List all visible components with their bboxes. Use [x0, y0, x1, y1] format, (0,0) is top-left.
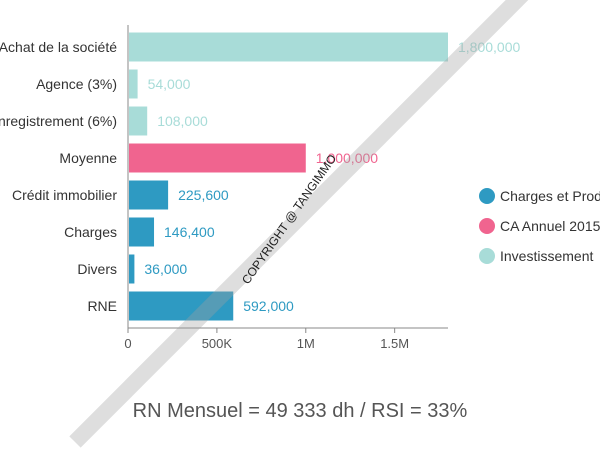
value-label-5: 146,400: [164, 224, 215, 240]
legend: Charges et Prod CA Annuel 2015 Investissem…: [479, 188, 600, 264]
bar-1: [129, 69, 138, 99]
y-tick-label-1: Agence (3%): [36, 76, 117, 92]
legend-label-1[interactable]: CA Annuel 2015: [500, 218, 600, 234]
bar-0: [129, 32, 448, 62]
y-tick-label-4: Crédit immobilier: [12, 187, 117, 203]
bar-7: [129, 291, 234, 321]
value-label-2: 108,000: [157, 113, 208, 129]
value-label-0: 1,800,000: [458, 39, 520, 55]
y-tick-label-0: Achat de la société: [0, 39, 117, 55]
value-label-1: 54,000: [148, 76, 191, 92]
bar-4: [129, 180, 169, 210]
legend-label-2[interactable]: Investissement: [500, 248, 593, 264]
x-axis-ticks: 0 500K 1M 1.5M: [124, 328, 409, 351]
x-tick-label-0: 0: [124, 336, 131, 351]
x-tick-label-2: 1M: [297, 336, 315, 351]
bar-6: [129, 254, 135, 284]
chart-axes: [127, 25, 448, 329]
y-tick-label-6: Divers: [77, 261, 117, 277]
legend-marker-1: [479, 218, 495, 234]
value-label-4: 225,600: [178, 187, 229, 203]
bar-3: [129, 143, 306, 173]
y-tick-label-5: Charges: [64, 224, 117, 240]
x-tick-label-1: 500K: [202, 336, 233, 351]
value-label-7: 592,000: [243, 298, 294, 314]
bar-2: [129, 106, 148, 136]
value-label-6: 36,000: [144, 261, 187, 277]
footer-summary: RN Mensuel = 49 333 dh / RSI = 33%: [132, 400, 468, 422]
legend-marker-2: [479, 248, 495, 264]
legend-label-0[interactable]: Charges et Prod: [500, 188, 600, 204]
watermark-stripe: [69, 0, 529, 448]
chart-bars: [129, 32, 448, 321]
y-tick-label-2: Enregistrement (6%): [0, 113, 117, 129]
x-tick-label-3: 1.5M: [380, 336, 409, 351]
y-tick-label-7: RNE: [87, 298, 117, 314]
legend-marker-0: [479, 188, 495, 204]
bar-5: [129, 217, 155, 247]
y-tick-label-3: Moyenne: [59, 150, 117, 166]
value-label-3: 1,000,000: [316, 150, 378, 166]
y-axis-labels: Achat de la société Agence (3%) Enregistre…: [0, 39, 117, 314]
value-labels: 1,800,000 54,000 108,000 1,000,000 225,600 14…: [144, 39, 520, 314]
